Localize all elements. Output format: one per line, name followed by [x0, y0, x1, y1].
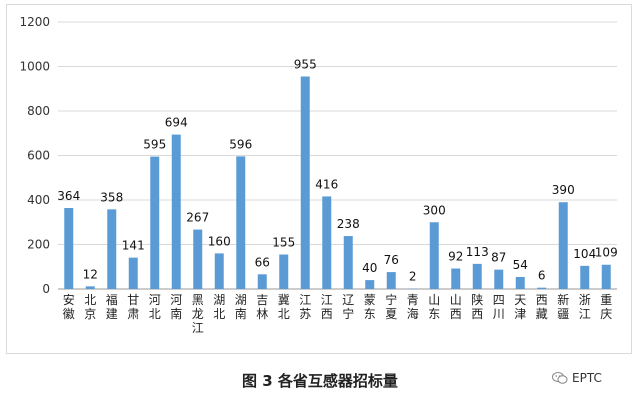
data-label: 76	[384, 253, 399, 267]
bar	[365, 280, 375, 289]
y-tick-label: 0	[42, 282, 50, 296]
data-label: 596	[229, 137, 252, 151]
data-label: 113	[466, 245, 489, 259]
bar	[537, 287, 547, 289]
bar	[150, 156, 160, 289]
x-tick-label: 重庆	[600, 293, 612, 321]
figure-caption: 图 3 各省互感器招标量	[242, 372, 398, 390]
bar	[107, 209, 117, 289]
x-tick-label: 甘肃	[127, 293, 139, 321]
bar	[322, 196, 332, 289]
data-label: 40	[362, 261, 377, 275]
bar	[429, 222, 439, 289]
y-axis-ticks: 0 200 400 600 800 1000 1200	[19, 15, 50, 296]
watermark-text: EPTC	[572, 371, 602, 385]
data-label: 238	[337, 217, 360, 231]
data-label: 92	[448, 250, 463, 264]
x-tick-label: 湖南	[235, 292, 247, 321]
x-tick-label: 江西	[321, 293, 333, 321]
x-tick-label: 山西	[450, 293, 462, 321]
data-label: 66	[255, 255, 270, 269]
x-tick-label: 天津	[514, 293, 526, 321]
x-tick-label: 安徽	[63, 292, 75, 321]
chart-frame: 0 200 400 600 800 1000 1200 364 12 358 141 595 694 2…	[6, 4, 632, 354]
bar	[515, 276, 525, 289]
x-tick-label: 河北	[149, 293, 161, 321]
x-tick-label: 蒙东	[364, 293, 376, 321]
x-tick-label: 宁夏	[385, 292, 397, 321]
bar	[601, 264, 611, 289]
bar	[257, 274, 267, 289]
data-label: 390	[552, 183, 575, 197]
bar	[558, 202, 568, 289]
data-label: 955	[294, 58, 317, 72]
x-tick-label: 冀北	[278, 293, 290, 321]
x-tick-label: 西藏	[536, 293, 548, 321]
x-tick-label: 浙江	[579, 293, 591, 321]
data-label: 416	[315, 177, 338, 191]
bar	[451, 268, 461, 289]
x-tick-label: 陕西	[471, 292, 483, 321]
bar	[472, 263, 482, 289]
bar	[64, 208, 74, 289]
data-label: 87	[491, 251, 506, 265]
y-tick-label: 600	[27, 149, 50, 163]
bar	[214, 253, 224, 289]
bar	[85, 286, 95, 289]
data-label: 141	[122, 239, 145, 253]
bar	[171, 134, 181, 289]
bar	[343, 236, 353, 289]
data-label: 104	[573, 247, 596, 261]
data-label: 300	[423, 203, 446, 217]
y-tick-label: 1000	[19, 60, 50, 74]
data-label: 160	[208, 234, 231, 248]
bar	[236, 156, 246, 289]
x-tick-label: 辽宁	[342, 293, 354, 321]
x-tick-label: 吉林	[256, 293, 268, 321]
y-tick-label: 1200	[19, 15, 50, 29]
x-tick-label: 北京	[84, 293, 96, 321]
data-label: 364	[57, 189, 80, 203]
x-tick-label: 新疆	[557, 292, 569, 321]
data-label: 54	[513, 258, 528, 272]
bar	[408, 288, 418, 290]
watermark: EPTC	[552, 371, 602, 385]
x-tick-label: 福建	[106, 292, 118, 321]
data-label: 694	[165, 116, 188, 130]
bar	[128, 257, 138, 289]
x-tick-label: 黑龙江	[192, 293, 204, 335]
x-axis-ticks: 安徽北京福建甘肃河北河南黑龙江湖北湖南吉林冀北江苏江西辽宁蒙东宁夏青海山东山西陕…	[63, 292, 613, 335]
y-tick-label: 200	[27, 238, 50, 252]
bar	[279, 254, 289, 289]
data-label: 6	[538, 269, 546, 283]
x-tick-label: 山东	[428, 293, 440, 321]
x-tick-label: 青海	[407, 293, 419, 321]
x-tick-label: 湖北	[213, 292, 225, 321]
x-tick-label: 河南	[170, 293, 182, 321]
x-tick-label: 四川	[493, 293, 505, 321]
y-tick-label: 800	[27, 104, 50, 118]
bar	[193, 229, 203, 289]
bar	[300, 76, 310, 289]
wechat-icon	[552, 372, 568, 384]
x-tick-label: 江苏	[299, 293, 311, 321]
data-label: 109	[595, 246, 618, 260]
data-label: 595	[143, 138, 166, 152]
data-label: 12	[83, 267, 98, 281]
data-label: 155	[272, 236, 295, 250]
data-label: 2	[409, 270, 417, 284]
bar	[580, 265, 590, 289]
y-tick-label: 400	[27, 193, 50, 207]
bar	[494, 269, 504, 289]
bar	[386, 272, 396, 289]
bars	[64, 76, 611, 290]
data-label: 358	[100, 190, 123, 204]
bar-chart: 0 200 400 600 800 1000 1200 364 12 358 141 595 694 2…	[19, 15, 617, 335]
data-label: 267	[186, 211, 209, 225]
